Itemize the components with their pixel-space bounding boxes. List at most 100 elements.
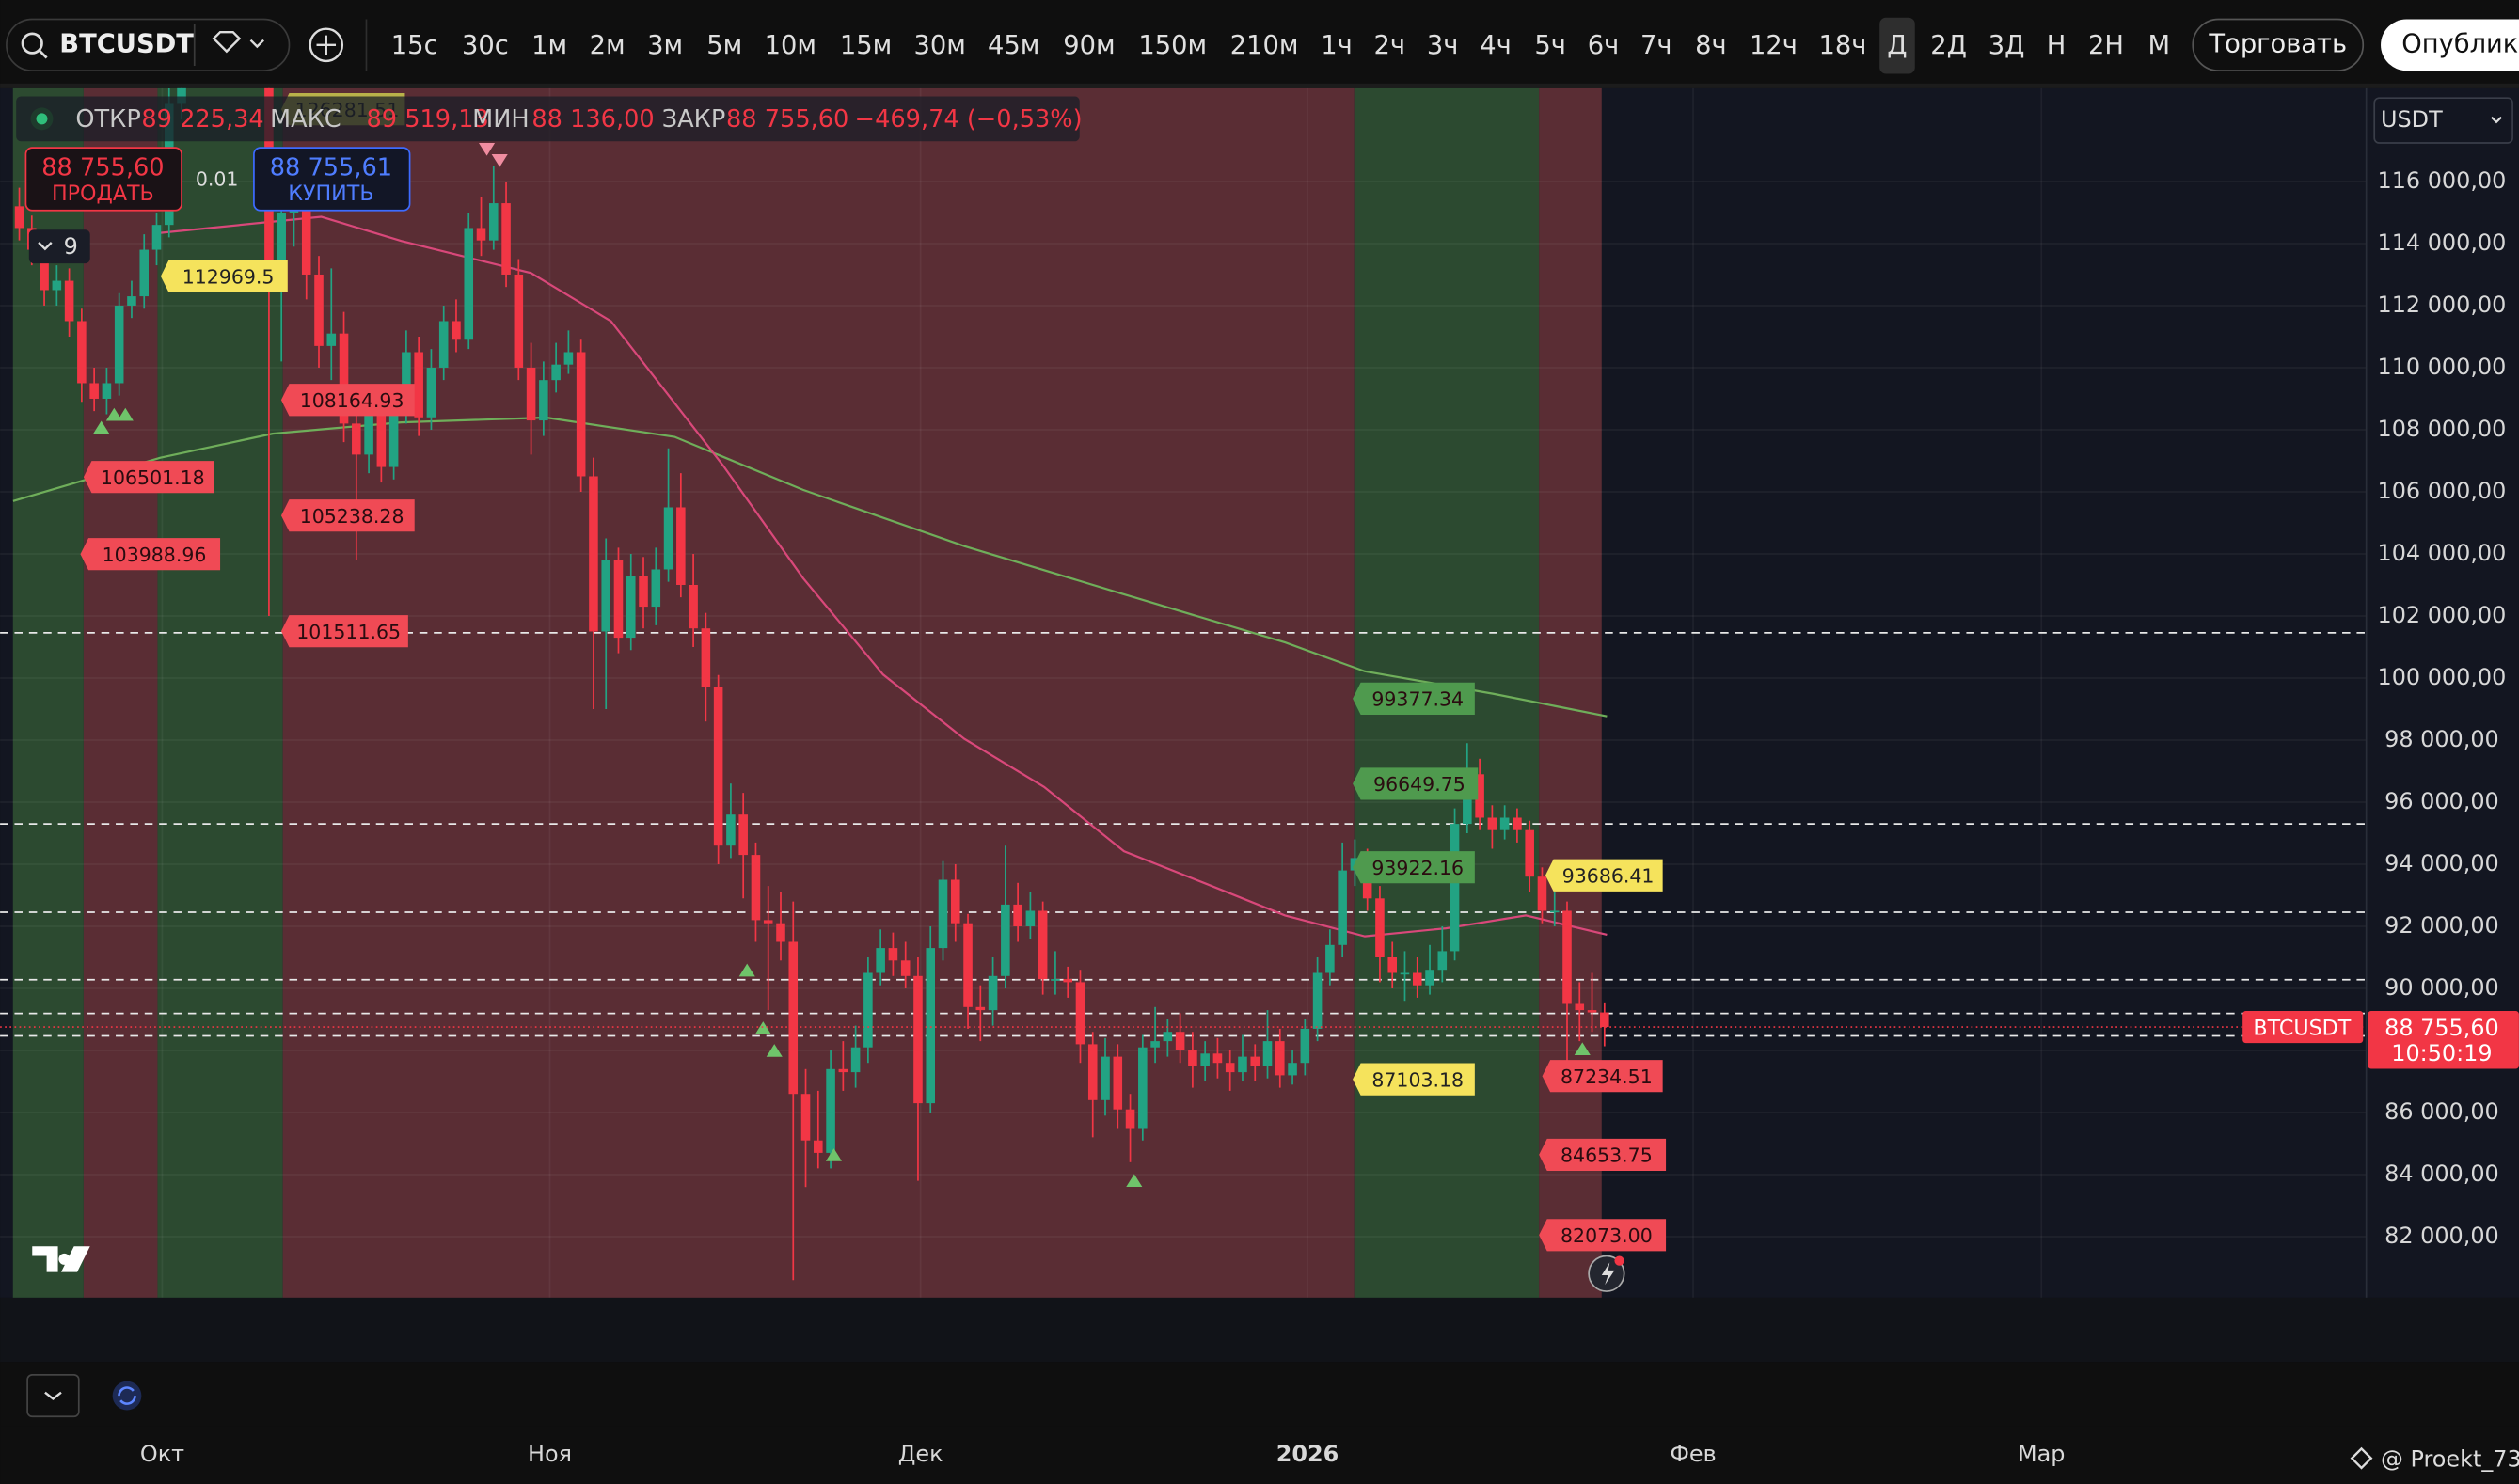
timeframe[interactable]: 15с (391, 31, 438, 60)
timeframe[interactable]: 10м (765, 31, 816, 60)
candle-body (452, 321, 461, 340)
candle-body (1400, 972, 1410, 975)
timeframe[interactable]: 6ч (1588, 31, 1620, 60)
badge (1614, 1255, 1624, 1266)
y-tick-label: 96 000,00 (2384, 788, 2499, 814)
timeframe[interactable]: 7ч (1640, 31, 1672, 60)
timeframe[interactable]: 90м (1063, 31, 1115, 60)
signal-markers (93, 142, 1591, 1188)
currency-select[interactable] (2373, 97, 2513, 144)
sell-price[interactable]: 88 755,60 (41, 153, 164, 182)
diamond-icon[interactable] (212, 30, 242, 54)
candle-body (1200, 1053, 1210, 1066)
y-tick-label: 106 000,00 (2378, 478, 2507, 504)
timeframe[interactable]: 2ч (1374, 31, 1406, 60)
candle-body (1375, 898, 1385, 958)
timeframe[interactable]: Д (1887, 31, 1907, 60)
timeframe[interactable]: 4ч (1480, 31, 1512, 60)
buy-button[interactable] (253, 147, 411, 212)
timeframe[interactable]: 15м (840, 31, 892, 60)
symbol: BTCUSDT (59, 29, 194, 58)
timeframe[interactable]: М (2148, 31, 2171, 60)
quantity[interactable]: 0.01 (196, 167, 239, 190)
legend-value: 89 225,34 (141, 105, 263, 134)
timeframe[interactable]: 5ч (1534, 31, 1566, 60)
sell-signal (479, 142, 508, 167)
publish-label[interactable]: Опублико (2401, 29, 2519, 58)
annotation-label: 96649.75 (1373, 773, 1465, 796)
symbol-search[interactable] (6, 18, 291, 71)
candle-body (489, 203, 499, 241)
candle-body (988, 975, 998, 1011)
candle-body (938, 879, 948, 949)
candle-body (1312, 972, 1323, 1029)
chevron (38, 242, 53, 251)
candle-body (900, 960, 911, 976)
candle-body (1450, 824, 1460, 952)
timeframe[interactable]: Н (2047, 31, 2067, 60)
annotation-box (280, 499, 415, 532)
price-tag-label: 88 755,60 (2384, 1015, 2499, 1041)
candle-body (589, 476, 598, 632)
candle-body (751, 855, 761, 921)
sell-label[interactable]: ПРОДАТЬ (52, 182, 154, 206)
collapse-button[interactable] (26, 1374, 80, 1418)
trade-button[interactable] (2192, 18, 2365, 71)
candle-body (402, 352, 411, 412)
timeframe[interactable]: 3Д (1988, 31, 2025, 60)
candle-body (1212, 1053, 1223, 1064)
buy-label[interactable]: КУПИТЬ (288, 182, 373, 206)
candle-body (1175, 1032, 1185, 1051)
annotation-label: 108164.93 (300, 389, 404, 412)
timeframe[interactable]: 8ч (1695, 31, 1727, 60)
annotation-label: 87234.51 (1561, 1066, 1653, 1088)
trade-label[interactable]: Торговать (2208, 29, 2347, 58)
candle-body (800, 1094, 811, 1141)
timeframe[interactable]: 30с (462, 31, 509, 60)
timeframe[interactable]: 5м (706, 31, 742, 60)
candle-body (1387, 957, 1397, 973)
timeframe[interactable]: 3м (647, 31, 683, 60)
tv-logo (58, 1253, 71, 1265)
timeframe[interactable]: 2Н (2088, 31, 2124, 60)
candle-body (1038, 910, 1048, 980)
annotation-label: 112969.5 (182, 265, 275, 288)
add-button[interactable] (309, 27, 344, 63)
candle-body (1487, 817, 1497, 830)
timeframe-selected[interactable] (1879, 17, 1915, 74)
tv-logo[interactable] (32, 1246, 90, 1272)
timeframe[interactable]: 12ч (1750, 31, 1798, 60)
annotation-box (1545, 859, 1663, 892)
legend-change: −469,74 (−0,53%) (855, 105, 1083, 134)
timeframe[interactable]: 150м (1138, 31, 1207, 60)
timeframe[interactable]: 1м (531, 31, 567, 60)
timeframe[interactable]: 2Д (1930, 31, 1967, 60)
candle-body (838, 1068, 848, 1073)
settings-icon[interactable] (2350, 1446, 2373, 1470)
legend-label: ЗАКР (662, 105, 726, 134)
currency[interactable]: USDT (2381, 106, 2443, 133)
publish-button[interactable] (2381, 19, 2519, 71)
candle-body (177, 87, 186, 104)
lightning-icon (1601, 1262, 1615, 1286)
timeframe[interactable]: 210м (1230, 31, 1299, 60)
timeframe[interactable]: 3ч (1427, 31, 1459, 60)
chevron (249, 39, 265, 49)
x-axis: Окт Ноя Дек 2026 Фев Мар (140, 1441, 2066, 1467)
timeframe[interactable]: 2м (590, 31, 626, 60)
annotation-box (1353, 767, 1479, 800)
timeframe[interactable]: 30м (913, 31, 965, 60)
candle-body (1587, 1010, 1597, 1013)
y-tick-label: 108 000,00 (2378, 416, 2507, 442)
timeframe[interactable]: 18ч (1818, 31, 1866, 60)
timeframe[interactable]: 1ч (1321, 31, 1353, 60)
annotation-box (280, 615, 408, 648)
refresh-button[interactable] (112, 1381, 142, 1411)
sell-button[interactable] (24, 147, 182, 212)
candle-body (876, 948, 885, 973)
timeframe[interactable]: 45м (988, 31, 1039, 60)
buy-price[interactable]: 88 755,61 (270, 153, 392, 182)
indicators-toggle[interactable] (28, 229, 90, 264)
candle-body (763, 920, 773, 924)
